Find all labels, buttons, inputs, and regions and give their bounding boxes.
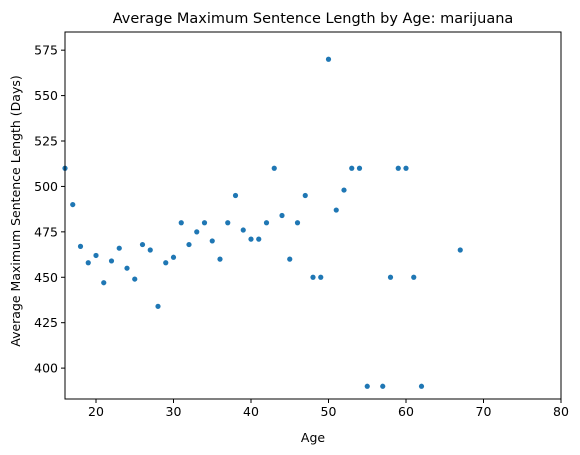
y-axis-label: Average Maximum Sentence Length (Days) — [8, 75, 23, 347]
data-point — [186, 241, 192, 248]
data-point — [194, 229, 200, 235]
x-tick-label: 70 — [476, 404, 492, 419]
data-point — [139, 241, 146, 248]
data-point — [155, 303, 161, 309]
data-point — [279, 212, 285, 219]
x-tick-label: 20 — [88, 404, 104, 419]
data-point — [170, 254, 177, 260]
data-point — [302, 192, 308, 199]
data-point — [325, 56, 332, 62]
y-tick-label: 425 — [34, 315, 58, 330]
data-point — [77, 243, 84, 249]
y-tick-label: 450 — [34, 270, 58, 285]
x-axis-ticks: 20 30 40 50 60 70 80 — [88, 399, 569, 419]
data-point — [101, 280, 107, 286]
data-point — [248, 236, 254, 242]
x-axis-label: Age — [301, 430, 325, 445]
data-point — [163, 260, 169, 266]
y-tick-label: 575 — [34, 43, 58, 58]
data-point — [232, 192, 239, 199]
data-point — [124, 265, 130, 271]
data-point — [349, 165, 355, 171]
data-point — [318, 274, 324, 280]
y-tick-label: 500 — [34, 179, 58, 194]
x-tick-label: 50 — [321, 404, 337, 419]
data-point — [271, 165, 277, 171]
data-point — [240, 227, 246, 233]
data-point — [116, 245, 122, 251]
x-tick-label: 40 — [243, 404, 259, 419]
y-tick-label: 475 — [34, 224, 58, 239]
data-point — [287, 256, 293, 262]
data-point — [93, 252, 99, 259]
data-point — [85, 260, 91, 266]
chart-title: Average Maximum Sentence Length by Age: … — [113, 11, 514, 27]
data-point — [403, 165, 409, 171]
x-tick-label: 30 — [166, 404, 182, 419]
y-tick-label: 525 — [34, 134, 58, 149]
data-point — [209, 238, 215, 244]
data-point — [364, 383, 370, 389]
y-tick-label: 400 — [34, 361, 58, 376]
data-point — [356, 165, 363, 171]
data-point — [132, 276, 138, 282]
x-tick-label: 80 — [553, 404, 569, 419]
data-point — [457, 247, 463, 253]
data-point — [341, 187, 347, 193]
data-point — [387, 274, 394, 280]
data-point — [178, 220, 184, 226]
data-point — [333, 207, 339, 213]
data-point — [380, 383, 386, 389]
data-point — [217, 256, 223, 262]
data-point — [70, 201, 76, 208]
data-point — [108, 258, 115, 264]
x-tick-label: 60 — [398, 404, 414, 419]
data-point — [294, 220, 301, 226]
data-points — [62, 56, 463, 389]
data-point — [263, 220, 270, 226]
data-point — [395, 165, 401, 171]
data-point — [418, 383, 425, 389]
plot-frame — [64, 31, 562, 400]
y-tick-label: 550 — [34, 88, 58, 103]
y-axis-ticks: 400 425 450 475 500 525 550 575 — [34, 43, 65, 376]
data-point — [256, 236, 262, 242]
data-point — [225, 220, 231, 226]
data-point — [411, 274, 417, 280]
data-point — [201, 220, 208, 226]
data-point — [310, 274, 316, 280]
data-point — [147, 247, 153, 253]
